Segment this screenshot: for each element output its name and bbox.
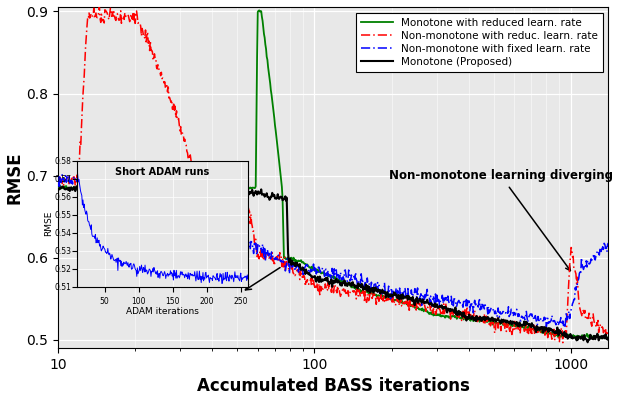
Monotone (Proposed)	[54, 187, 62, 192]
Monotone (Proposed)	[374, 287, 382, 292]
Non-monotone with fixed learn. rate	[88, 174, 95, 179]
Non-monotone with fixed learn. rate	[374, 290, 382, 294]
Monotone (Proposed)	[529, 324, 536, 328]
Legend: Monotone with reduced learn. rate, Non-monotone with reduc. learn. rate, Non-mon: Monotone with reduced learn. rate, Non-m…	[356, 12, 603, 72]
Monotone with reduced learn. rate	[255, 8, 263, 13]
Non-monotone with fixed learn. rate	[389, 294, 397, 299]
Monotone with reduced learn. rate	[602, 336, 610, 341]
Monotone with reduced learn. rate	[529, 327, 536, 332]
Monotone with reduced learn. rate	[374, 293, 382, 298]
Monotone (Proposed)	[88, 186, 95, 190]
Non-monotone with reduc. learn. rate	[374, 297, 382, 302]
Monotone (Proposed)	[472, 319, 480, 324]
Non-monotone with fixed learn. rate	[54, 183, 62, 188]
Monotone (Proposed)	[604, 336, 612, 340]
Y-axis label: RMSE: RMSE	[6, 152, 24, 204]
Monotone (Proposed)	[584, 340, 591, 345]
Non-monotone with reduc. learn. rate	[389, 294, 397, 298]
Line: Monotone with reduced learn. rate: Monotone with reduced learn. rate	[58, 10, 608, 338]
Line: Monotone (Proposed): Monotone (Proposed)	[58, 185, 608, 342]
Text: Non-monotone learning diverging: Non-monotone learning diverging	[389, 169, 613, 271]
Monotone with reduced learn. rate	[54, 186, 62, 191]
Non-monotone with fixed learn. rate	[529, 316, 536, 320]
Non-monotone with reduc. learn. rate	[405, 310, 413, 314]
Non-monotone with reduc. learn. rate	[54, 179, 62, 184]
Monotone with reduced learn. rate	[389, 298, 397, 302]
Non-monotone with reduc. learn. rate	[95, 4, 103, 8]
Non-monotone with reduc. learn. rate	[88, 15, 95, 20]
Line: Non-monotone with fixed learn. rate: Non-monotone with fixed learn. rate	[58, 172, 608, 328]
Non-monotone with reduc. learn. rate	[529, 329, 536, 334]
Monotone with reduced learn. rate	[405, 303, 413, 308]
Monotone (Proposed)	[178, 182, 186, 187]
Non-monotone with reduc. learn. rate	[472, 313, 480, 318]
Monotone with reduced learn. rate	[472, 318, 480, 323]
Non-monotone with fixed learn. rate	[405, 296, 413, 300]
Non-monotone with reduc. learn. rate	[559, 340, 566, 345]
Monotone (Proposed)	[389, 293, 397, 298]
Line: Non-monotone with reduc. learn. rate: Non-monotone with reduc. learn. rate	[58, 6, 608, 343]
Non-monotone with fixed learn. rate	[561, 326, 569, 330]
Monotone with reduced learn. rate	[88, 186, 95, 191]
Non-monotone with reduc. learn. rate	[604, 334, 612, 339]
Non-monotone with fixed learn. rate	[472, 302, 480, 306]
Non-monotone with fixed learn. rate	[138, 170, 145, 174]
Monotone with reduced learn. rate	[604, 334, 612, 339]
Non-monotone with fixed learn. rate	[604, 241, 612, 245]
X-axis label: Accumulated BASS iterations: Accumulated BASS iterations	[196, 377, 470, 395]
Monotone (Proposed)	[405, 297, 413, 302]
